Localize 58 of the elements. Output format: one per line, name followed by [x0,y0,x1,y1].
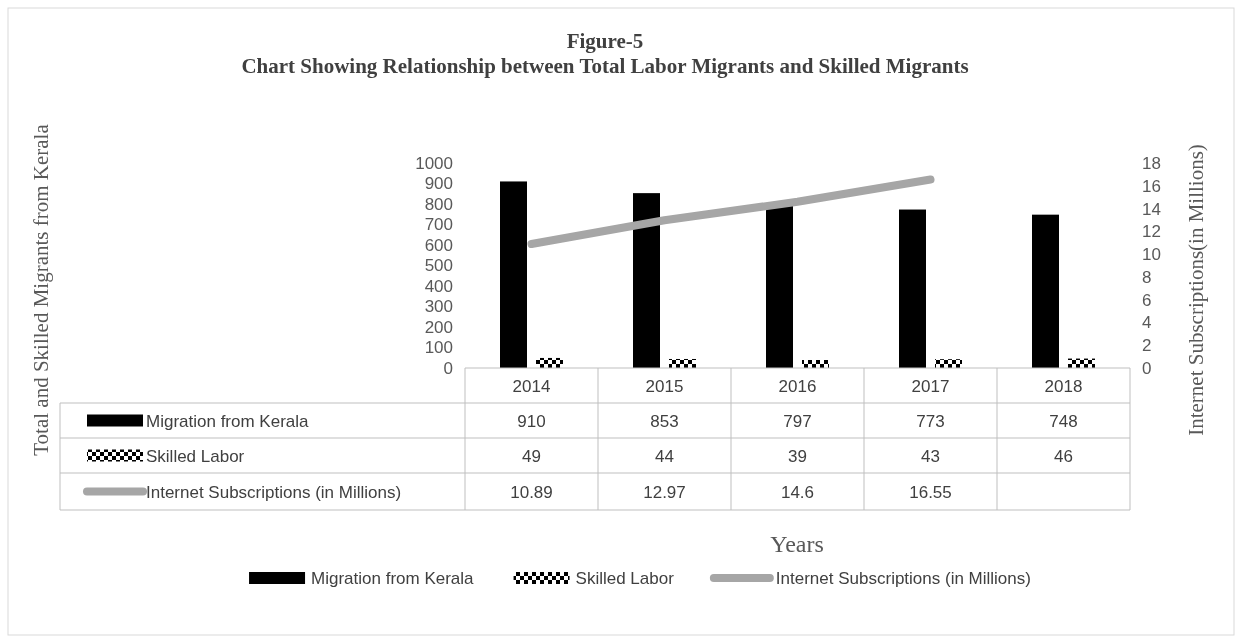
y2-tick-label: 14 [1142,199,1161,219]
y2-tick-label: 10 [1142,245,1161,265]
data-label: 14.6 [780,482,815,502]
bar [500,181,527,368]
y-tick-label: 1000 [415,153,453,173]
data-label: 46 [1054,446,1073,466]
bar [899,209,926,368]
data-label: 910 [517,411,546,431]
data-label: 43 [921,446,940,466]
y-tick-label: 900 [424,174,453,194]
y-tick-label: 400 [424,276,453,296]
y-tick-label: 300 [424,297,453,317]
text: Migration from Kerala [311,569,474,588]
y2-tick-label: 2 [1142,336,1152,356]
x-tick-label: 2017 [911,377,950,396]
data-label: 39 [788,446,807,466]
legend-label: Skilled Labor [575,569,675,588]
bar [1032,214,1059,368]
y2-tick-label: 6 [1142,290,1152,310]
legend-label: Migration from Kerala [146,411,310,431]
text: Skilled Labor [146,446,245,466]
y-tick-label: 500 [424,256,453,276]
chart-subtitle: Chart Showing Relationship between Total Labor Migrants and Skilled Migrants [241,54,969,78]
y-tick-label: 800 [424,194,453,214]
data-label: 773 [916,411,945,431]
x-tick-label: 2015 [645,377,684,396]
y2-tick-label: 16 [1142,176,1161,196]
data-label: 12.97 [643,482,686,502]
x-tick-label: 2014 [512,377,551,396]
chart-title: Figure-5 [566,29,644,53]
bar [536,357,563,368]
y2-axis-title: Internet Subscriptions(in Millions) [1184,144,1208,436]
data-label: 797 [783,411,812,431]
data-label: 748 [1049,411,1078,431]
y-tick-label: 0 [443,358,453,378]
y2-tick-label: 8 [1142,267,1152,287]
data-label: 853 [650,411,679,431]
y2-tick-label: 18 [1142,153,1161,173]
data-label: 16.55 [909,482,952,502]
text: Total and Skilled Migrants from Kerala [29,123,53,456]
data-label: 10.89 [510,482,553,502]
data-label: 44 [655,446,674,466]
y2-tick-label: 4 [1142,313,1152,333]
y-tick-label: 700 [424,215,453,235]
y-tick-label: 100 [424,338,453,358]
y-tick-label: 200 [424,317,453,337]
data-label: 49 [522,446,541,466]
y-tick-label: 600 [424,235,453,255]
y2-tick-label: 0 [1142,358,1152,378]
text: Internet Subscriptions (in Millions) [775,569,1031,588]
y2-tick-label: 12 [1142,222,1161,242]
bar [766,204,793,368]
bar [935,359,962,368]
x-tick-label: 2018 [1044,377,1083,396]
text: Years [770,531,824,557]
legend-label: Internet Subscriptions (in Millions) [146,482,402,502]
x-tick-label: 2016 [778,377,817,396]
bar [633,193,660,368]
